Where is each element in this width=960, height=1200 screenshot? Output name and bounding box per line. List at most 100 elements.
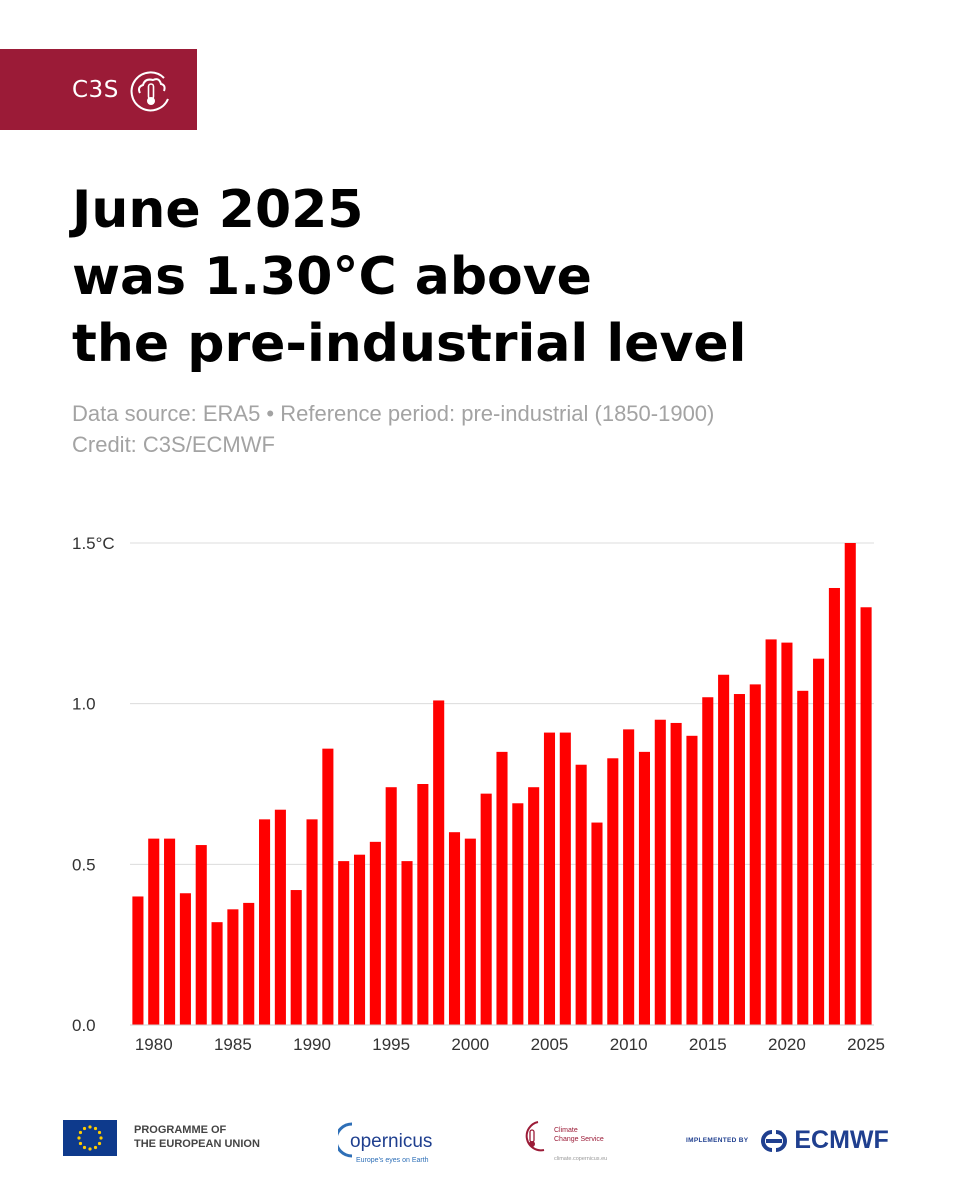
headline: June 2025 was 1.30°C above the pre-indus… <box>72 177 746 378</box>
eu-flag-icon <box>63 1120 117 1156</box>
bar-2018 <box>749 684 761 1025</box>
data-source-text: Data source: ERA5 • Reference period: pr… <box>72 401 715 426</box>
bar-1986 <box>243 902 255 1025</box>
bar-1988 <box>274 809 286 1025</box>
eu-star <box>78 1130 83 1135</box>
footer-logos: PROGRAMME OF THE EUROPEAN UNION opernicu… <box>0 1110 960 1170</box>
y-tick-label: 1.0 <box>72 695 96 714</box>
bar-2022 <box>813 658 825 1025</box>
bar-2010 <box>623 729 635 1025</box>
bar-1991 <box>322 748 334 1025</box>
subtitle: Data source: ERA5 • Reference period: pr… <box>72 398 714 460</box>
x-tick-label: 1995 <box>372 1035 410 1054</box>
bar-2021 <box>797 690 809 1025</box>
bar-2008 <box>591 822 603 1025</box>
eu-star <box>88 1147 92 1151</box>
climate-change-service-logo: Climate Change Service climate.copernicu… <box>525 1121 607 1162</box>
bar-1999 <box>448 832 461 1025</box>
eu-star <box>93 1145 98 1150</box>
bar-2000 <box>464 838 476 1025</box>
bar-1995 <box>385 787 397 1025</box>
bar-1990 <box>306 819 318 1025</box>
bar-2001 <box>480 793 492 1025</box>
eu-programme-text: PROGRAMME OF THE EUROPEAN UNION <box>134 1123 260 1151</box>
eu-star <box>97 1141 102 1146</box>
bar-1983 <box>195 845 207 1025</box>
x-tick-label: 1985 <box>214 1035 252 1054</box>
bar-1981 <box>164 838 176 1025</box>
bar-2014 <box>686 735 698 1025</box>
x-tick-label: 1980 <box>135 1035 173 1054</box>
bar-chart: 0.0 0.5 1.0 1.5°C 1980 1985 1990 1995 2000 2005 20… <box>72 534 885 1054</box>
bar-1994 <box>369 841 381 1025</box>
eu-star <box>82 1126 87 1131</box>
y-tick-label: 0.5 <box>72 855 96 874</box>
bar-1985 <box>227 909 239 1025</box>
eu-line-2: THE EUROPEAN UNION <box>134 1138 260 1150</box>
bar-1993 <box>353 854 366 1025</box>
eu-star <box>93 1126 98 1131</box>
eu-star <box>97 1130 102 1135</box>
eu-line-1: PROGRAMME OF <box>134 1124 227 1136</box>
x-tick-label: 2020 <box>768 1035 806 1054</box>
bar-1992 <box>338 861 350 1025</box>
bar-2012 <box>654 719 666 1025</box>
bar-1979 <box>132 896 144 1025</box>
ecmwf-wordmark: ECMWF <box>794 1126 889 1154</box>
copernicus-name: opernicus <box>350 1131 432 1152</box>
headline-line-3: the pre-industrial level <box>72 314 747 374</box>
bar-1997 <box>417 784 429 1025</box>
bar-2025 <box>860 607 872 1025</box>
x-tick-label: 2025 <box>847 1035 885 1054</box>
bar-2017 <box>733 694 745 1025</box>
implemented-by-text: IMPLEMENTED BY <box>686 1137 749 1144</box>
bar-2011 <box>638 751 651 1025</box>
bar-1989 <box>290 890 302 1025</box>
x-tick-label: 2005 <box>531 1035 569 1054</box>
bar-2023 <box>828 587 840 1025</box>
x-tick-label: 2010 <box>610 1035 648 1054</box>
bar-2024 <box>844 543 856 1025</box>
copernicus-logo: opernicus Europe's eyes on Earth <box>338 1122 432 1164</box>
y-tick-label: 1.5°C <box>72 534 115 553</box>
bar-1987 <box>259 819 271 1025</box>
bar-2006 <box>559 732 571 1025</box>
bar-2002 <box>496 751 508 1025</box>
eu-star <box>77 1136 81 1140</box>
bar-2005 <box>543 732 556 1025</box>
bar-2015 <box>702 697 714 1025</box>
bar-1982 <box>179 893 191 1025</box>
eu-star <box>78 1141 83 1146</box>
eu-star <box>88 1125 92 1129</box>
bar-2003 <box>512 803 524 1025</box>
bar-1998 <box>433 700 445 1025</box>
bar-2009 <box>607 758 619 1025</box>
bar-1984 <box>211 922 223 1025</box>
bar-2020 <box>781 642 793 1025</box>
bar-2019 <box>765 639 777 1025</box>
bar-2007 <box>575 764 587 1025</box>
bar-2004 <box>528 787 540 1025</box>
c3s-brand-label: C3S <box>72 76 119 103</box>
ccs-url: climate.copernicus.eu <box>554 1156 607 1162</box>
eu-star <box>99 1136 103 1140</box>
ecmwf-mark-icon <box>761 1129 788 1152</box>
headline-line-2: was 1.30°C above <box>72 247 592 307</box>
bar-1996 <box>401 861 413 1025</box>
ccs-line-1: Climate <box>554 1127 578 1134</box>
ecmwf-logo: IMPLEMENTED BY ECMWF <box>686 1126 889 1155</box>
x-tick-label: 1990 <box>293 1035 331 1054</box>
x-tick-label: 2000 <box>451 1035 489 1054</box>
y-tick-label: 0.0 <box>72 1016 96 1035</box>
credit-text: Credit: C3S/ECMWF <box>72 432 275 457</box>
cloud-thermometer-icon <box>130 70 169 111</box>
c3s-brand-box: C3S <box>0 49 197 130</box>
ccs-line-2: Change Service <box>554 1136 604 1143</box>
bar-2016 <box>718 674 730 1025</box>
headline-line-1: June 2025 <box>72 180 364 240</box>
bar-2013 <box>670 722 682 1025</box>
bar-1980 <box>148 838 160 1025</box>
x-tick-label: 2015 <box>689 1035 727 1054</box>
eu-star <box>82 1145 87 1150</box>
copernicus-tagline: Europe's eyes on Earth <box>356 1157 429 1164</box>
